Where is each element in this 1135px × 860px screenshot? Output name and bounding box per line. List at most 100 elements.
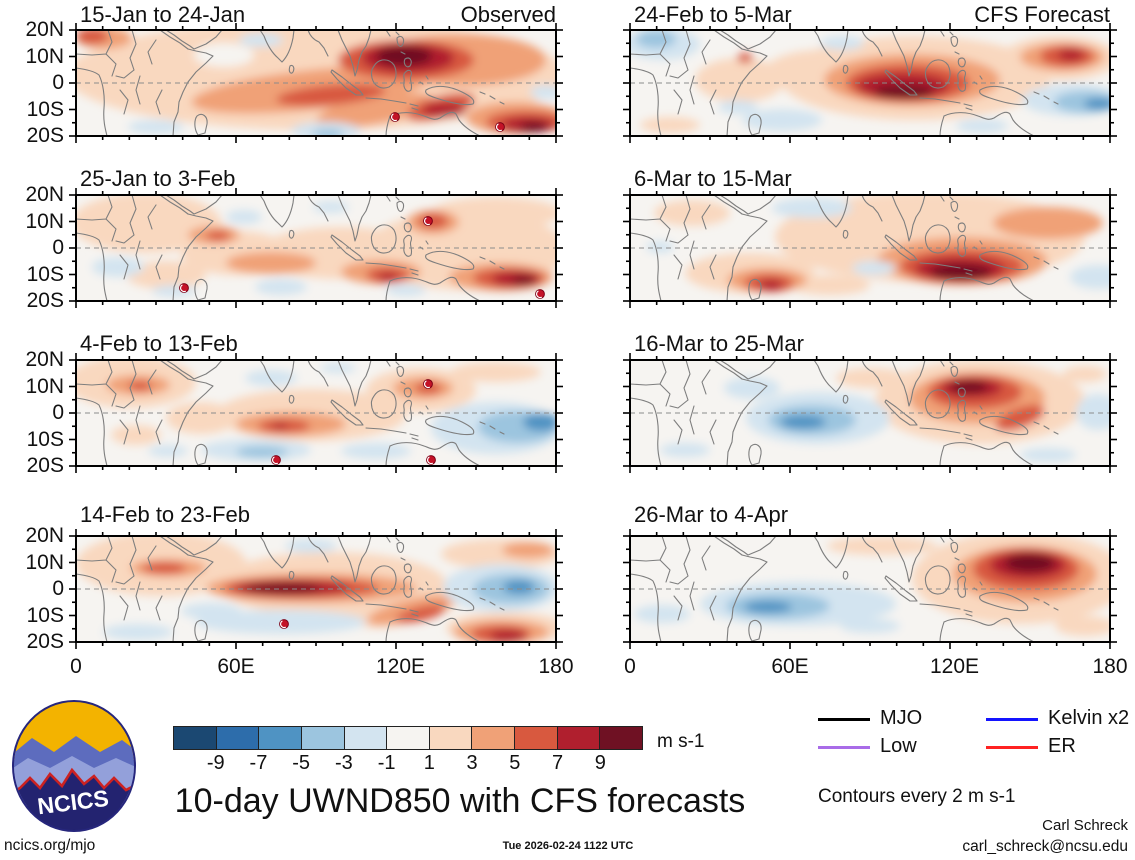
legend-label-low: Low — [880, 735, 917, 757]
map-observed-3 — [69, 353, 563, 473]
y-tick-label: 20S — [26, 289, 64, 312]
y-tick-label: 20S — [26, 630, 64, 653]
panel-title: 25-Jan to 3-Feb — [80, 166, 236, 191]
credit-name: Carl Schreck — [1042, 817, 1128, 834]
map-forecast-3 — [623, 353, 1117, 473]
map-observed-4 — [69, 529, 563, 649]
x-tick-label: 60E — [217, 655, 255, 678]
colorbar-cell — [173, 726, 217, 750]
tropical-cyclone-icon — [423, 379, 433, 389]
x-tick-label: 120E — [376, 655, 426, 678]
y-tick-label: 10N — [25, 44, 64, 68]
colorbar-value: -9 — [206, 752, 225, 774]
colorbar-value: -7 — [249, 752, 268, 774]
y-tick-label: 0 — [52, 577, 64, 600]
y-tick-label: 10S — [26, 262, 64, 286]
panel-title: 24-Feb to 5-Mar — [634, 2, 792, 27]
legend-line-kelvin — [986, 718, 1038, 721]
tropical-cyclone-icon — [390, 111, 400, 123]
colorbar-cell — [600, 726, 644, 750]
colorbar-cell — [515, 726, 558, 750]
panel-title: 4-Feb to 13-Feb — [80, 331, 238, 356]
y-tick-label: 20S — [26, 124, 64, 147]
tropical-cyclone-icon — [495, 121, 505, 132]
y-tick-label: 10N — [25, 209, 64, 233]
tropical-cyclone-icon — [271, 455, 281, 465]
map-forecast-2 — [623, 188, 1117, 308]
x-tick-label: 60E — [771, 655, 809, 678]
y-tick-label: 20S — [26, 454, 64, 477]
map-forecast-4 — [623, 529, 1117, 649]
colorbar-cell — [387, 726, 430, 750]
y-tick-label: 10S — [26, 603, 64, 627]
colorbar-cell — [301, 726, 345, 750]
panel-title: 14-Feb to 23-Feb — [80, 502, 250, 527]
x-tick-label: 120E — [930, 655, 980, 678]
panel-title: 26-Mar to 4-Apr — [634, 502, 789, 527]
colorbar-value: -5 — [292, 752, 311, 774]
colorbar-value: -3 — [335, 752, 353, 774]
colorbar-cell — [429, 726, 473, 750]
map-observed-1 — [69, 23, 563, 143]
x-tick-label: 180 — [538, 655, 574, 678]
footer-site: ncics.org/mjo — [4, 837, 96, 854]
tropical-cyclone-icon — [426, 455, 436, 465]
x-tick-label: 0 — [624, 655, 636, 678]
x-axis-labels: 0 60E 120E 180 — [56, 655, 576, 679]
y-tick-label: 20N — [25, 183, 64, 206]
colorbar-unit: m s-1 — [657, 731, 705, 752]
colorbar-value: 7 — [551, 752, 564, 774]
y-axis-labels: 20N 10N 0 10S 20S — [0, 18, 64, 147]
x-tick-label: 180 — [1092, 655, 1128, 678]
column-tag-observed: Observed — [460, 2, 556, 27]
contour-note: Contours every 2 m s-1 — [818, 786, 1016, 807]
map-observed-2 — [69, 188, 563, 308]
colorbar-cell — [216, 726, 260, 750]
credit-email: carl_schreck@ncsu.edu — [962, 838, 1128, 855]
tropical-cyclone-icon — [279, 618, 289, 630]
colorbar-value: -1 — [377, 752, 396, 774]
legend-line-low — [818, 746, 870, 749]
colorbar-labels: -9 -7 -5 -3 -1 1 3 5 7 9 — [173, 752, 643, 776]
x-axis-labels: 0 60E 120E 180 — [610, 655, 1130, 679]
legend-label-er: ER — [1048, 735, 1076, 757]
y-tick-label: 0 — [52, 401, 64, 424]
y-tick-label: 10S — [26, 97, 64, 121]
y-axis-labels: 20N 10N 0 10S 20S — [0, 348, 64, 477]
legend-label-kelvin: Kelvin x2 — [1048, 707, 1130, 729]
x-tick-label: 0 — [70, 655, 82, 678]
ncics-logo: NCICS — [12, 700, 136, 832]
panel-title: 6-Mar to 15-Mar — [634, 166, 792, 191]
y-tick-label: 20N — [25, 348, 64, 371]
y-tick-label: 10N — [25, 550, 64, 574]
y-tick-label: 0 — [52, 236, 64, 259]
figure-title: 10-day UWND850 with CFS forecasts — [174, 782, 746, 820]
colorbar-cell — [557, 726, 601, 750]
column-tag-forecast: CFS Forecast — [974, 2, 1110, 27]
panel-title: 15-Jan to 24-Jan — [80, 2, 246, 27]
colorbar-value: 9 — [594, 752, 606, 774]
legend-label-mjo: MJO — [880, 707, 923, 729]
tropical-cyclone-icon — [534, 289, 546, 299]
colorbar-value: 1 — [423, 752, 435, 774]
legend-line-er — [986, 746, 1038, 749]
y-tick-label: 20N — [25, 524, 64, 547]
colorbar-cell — [259, 726, 302, 750]
y-axis-labels: 20N 10N 0 10S 20S — [0, 524, 64, 653]
colorbar-value: 5 — [509, 752, 521, 774]
timestamp: Tue 2026-02-24 1122 UTC — [502, 840, 634, 852]
panel-title: 16-Mar to 25-Mar — [634, 331, 804, 356]
tropical-cyclone-icon — [423, 216, 433, 226]
y-tick-label: 10N — [25, 374, 64, 398]
tropical-cyclone-icon — [179, 283, 189, 293]
colorbar-value: 3 — [466, 752, 478, 774]
colorbar-cell — [472, 726, 516, 750]
y-tick-label: 20N — [25, 18, 64, 41]
y-tick-label: 0 — [52, 71, 64, 94]
colorbar-cell — [344, 726, 388, 750]
y-axis-labels: 20N 10N 0 10S 20S — [0, 183, 64, 312]
colorbar — [173, 726, 644, 750]
map-forecast-1 — [623, 23, 1117, 143]
y-tick-label: 10S — [26, 427, 64, 451]
